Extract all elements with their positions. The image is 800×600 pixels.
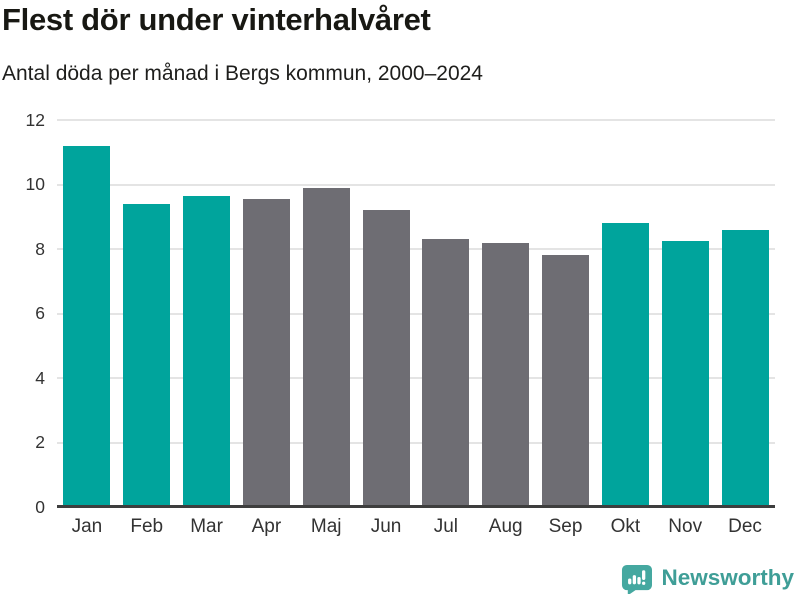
x-tick-label-jun: Jun	[370, 516, 402, 537]
bar-slot-nov	[655, 120, 715, 507]
y-tick-label-4: 4	[35, 367, 45, 388]
newsworthy-brand: Newsworthy	[620, 563, 794, 594]
x-tick-label-feb: Feb	[130, 516, 164, 537]
gridline-6	[57, 312, 775, 315]
bar-slot-jun	[356, 120, 416, 507]
bar-slot-mar	[177, 120, 237, 507]
plot-area	[57, 119, 775, 508]
bar-slot-apr	[236, 120, 296, 507]
bar-slot-maj	[296, 120, 356, 507]
bar-jan	[63, 145, 111, 507]
gridline-12	[57, 119, 775, 121]
x-tick-label-nov: Nov	[668, 516, 703, 537]
bar-slot-feb	[117, 120, 177, 507]
y-tick-label-2: 2	[35, 431, 45, 452]
bar-jun	[362, 210, 410, 507]
bar-dec	[721, 229, 769, 507]
newsworthy-logo-icon	[622, 564, 653, 594]
bar-apr	[242, 199, 290, 507]
x-tick-label-maj: Maj	[310, 516, 342, 537]
newsworthy-logo-text: Newsworthy	[661, 565, 794, 591]
bar-slot-dec	[715, 120, 775, 507]
x-tick-label-jul: Jul	[433, 516, 459, 537]
bar-slot-aug	[476, 120, 536, 507]
x-tick-label-mar: Mar	[190, 516, 223, 537]
bar-okt	[601, 223, 649, 507]
y-axis-tick-labels: 0 2 4 6 8 10 12	[0, 111, 45, 515]
bar-slot-jan	[57, 120, 117, 507]
x-tick-label-jan: Jan	[71, 516, 103, 537]
x-axis-line	[57, 505, 775, 508]
y-tick-label-10: 10	[25, 173, 45, 194]
gridline-8	[57, 248, 775, 251]
chart-subtitle: Antal döda per månad i Bergs kommun, 200…	[2, 62, 483, 85]
bar-nov	[661, 240, 709, 507]
y-tick-label-6: 6	[35, 302, 45, 323]
bar-aug	[482, 242, 530, 507]
x-tick-label-aug: Aug	[488, 516, 523, 537]
bar-slot-okt	[595, 120, 655, 507]
x-axis-labels: Jan Feb Mar Apr Maj Jun Jul Aug Sep Okt Nov Dec	[57, 516, 775, 538]
bar-mar	[183, 195, 231, 507]
y-tick-label-12: 12	[25, 109, 45, 130]
bar-slot-sep	[536, 120, 596, 507]
chart-title: Flest dör under vinterhalvåret	[2, 2, 431, 37]
x-tick-label-dec: Dec	[728, 516, 762, 537]
gridline-10	[57, 183, 775, 186]
x-tick-label-sep: Sep	[548, 516, 583, 537]
x-tick-label-okt: Okt	[610, 516, 641, 537]
gridline-4	[57, 377, 775, 380]
bar-jul	[422, 239, 470, 507]
bar-maj	[302, 187, 350, 507]
bar-series	[57, 120, 775, 507]
x-tick-label-apr: Apr	[251, 516, 282, 537]
bar-sep	[542, 255, 590, 507]
bar-feb	[123, 203, 171, 507]
y-tick-label-8: 8	[35, 238, 45, 259]
bar-slot-jul	[416, 120, 476, 507]
y-tick-label-0: 0	[35, 496, 45, 517]
gridline-2	[57, 441, 775, 444]
